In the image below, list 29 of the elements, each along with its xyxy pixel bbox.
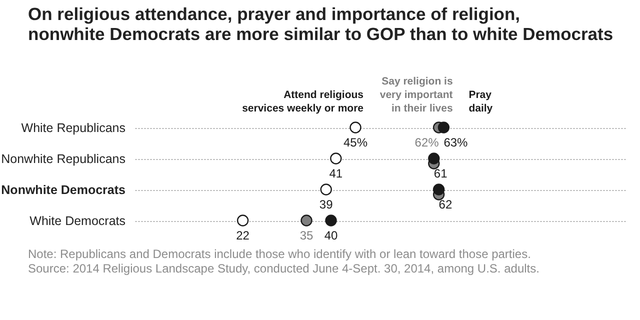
data-label: 62% — [414, 136, 440, 150]
data-label: 62 — [438, 198, 452, 212]
y-tick-label: Nonwhite Democrats — [1, 183, 126, 197]
y-tick-label: Nonwhite Republicans — [1, 152, 126, 166]
chart-title: On religious attendance, prayer and importance of religion, nonwhite Democrats are more similar to GOP than to white Democrats — [28, 4, 614, 44]
series-label: Say religion is very important in their lives — [380, 76, 454, 114]
data-label: 61 — [434, 166, 448, 180]
point — [300, 214, 312, 226]
y-tick-label: White Republicans — [21, 121, 126, 135]
data-label: 39 — [319, 198, 334, 212]
point — [330, 152, 342, 164]
text: Pray daily — [468, 89, 493, 114]
text: Note: Republicans and Democrats include those who identify with or lean toward those parties. — [28, 247, 531, 261]
point — [325, 214, 337, 226]
data-label: 35 — [300, 228, 314, 242]
data-label: 63% — [444, 136, 468, 150]
point — [428, 152, 440, 164]
point — [438, 122, 450, 134]
point — [432, 184, 445, 196]
data-label: 40 — [324, 228, 338, 242]
y-tick-label: White Democrats — [30, 214, 126, 228]
data-label: 41 — [329, 166, 343, 180]
point — [350, 122, 362, 134]
point — [236, 214, 249, 226]
series-label: Attend religious services weekly or more — [242, 89, 364, 114]
data-label: 22 — [236, 228, 250, 242]
data-label: 45% — [343, 136, 368, 150]
source-note: Source: 2014 Religious Landscape Study, conducted June 4-Sept. 30, 2014, among U.S. adults. — [28, 262, 540, 276]
point — [320, 184, 332, 196]
